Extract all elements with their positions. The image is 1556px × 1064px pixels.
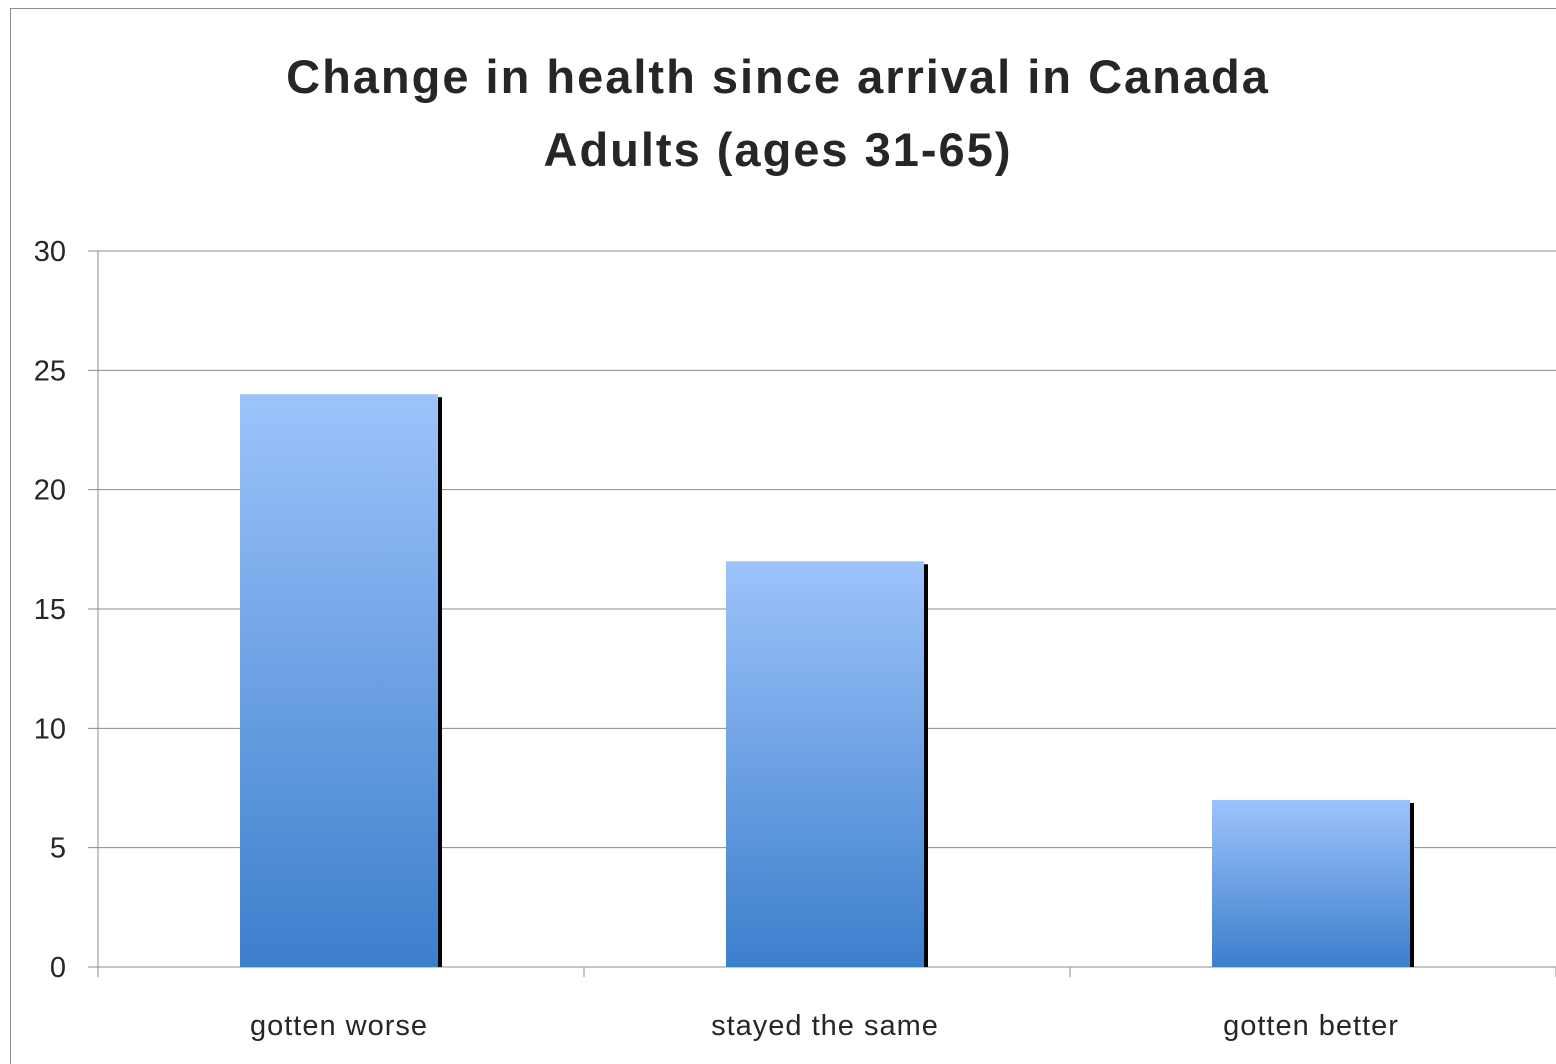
x-category-label: stayed the same [711, 1010, 939, 1042]
y-tick-label: 0 [50, 952, 66, 984]
bar-shadow [924, 564, 928, 967]
y-tick-label: 30 [34, 236, 66, 268]
y-tick-label: 10 [34, 713, 66, 745]
x-category-label: gotten better [1223, 1010, 1399, 1042]
bar [726, 561, 924, 967]
x-category-label: gotten worse [250, 1010, 428, 1042]
bar-shadow [1410, 802, 1414, 967]
y-tick-label: 5 [50, 833, 66, 865]
axis-labels: 0 5 10 15 20 25 30 gotten worse stayed the same g… [34, 236, 1399, 1042]
bars [240, 394, 1414, 967]
chart-title: Change in health since arrival in Canada… [0, 40, 1556, 186]
chart-title-line: Change in health since arrival in Canada [286, 50, 1270, 103]
bar [240, 394, 438, 967]
y-tick-label: 25 [34, 355, 66, 387]
y-tick-label: 15 [34, 594, 66, 626]
y-tick-label: 20 [34, 475, 66, 507]
axes [97, 251, 1556, 977]
chart-frame [10, 8, 1556, 1064]
bar [1212, 799, 1410, 967]
chart-subtitle-line: Adults (ages 31-65) [543, 123, 1013, 176]
bar-shadow [438, 397, 442, 967]
